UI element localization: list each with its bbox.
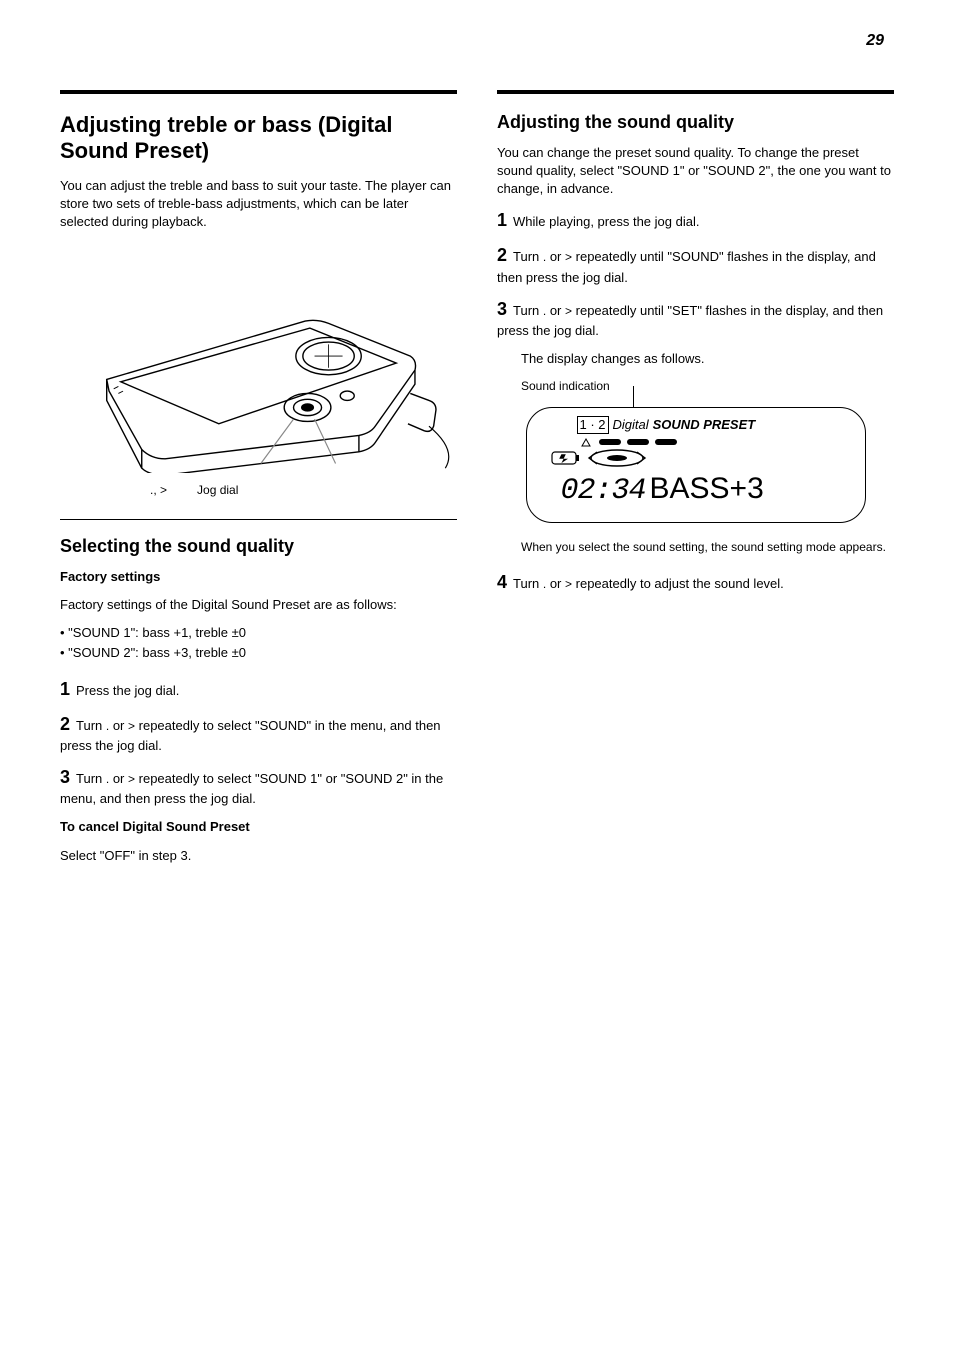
intro-paragraph: You can adjust the treble and bass to su…	[60, 177, 457, 232]
right-column: Adjusting the sound quality You can chan…	[497, 90, 894, 875]
factory-title: Factory settings	[60, 569, 160, 584]
factory-item-2: • "SOUND 2": bass +3, treble ±0	[60, 644, 457, 662]
jog-dial-label: Jog dial	[197, 482, 238, 499]
t: While playing, press the jog dial.	[513, 214, 699, 229]
t: Turn	[76, 718, 106, 733]
page-number: 29	[866, 30, 884, 52]
up-arrow-icon	[581, 438, 591, 448]
t: or	[109, 718, 128, 733]
lcd-top-row: 1 · 2 Digital SOUND PRESET	[577, 416, 851, 434]
factory-text: Factory settings of the Digital Sound Pr…	[60, 596, 457, 614]
two-column-layout: Adjusting treble or bass (Digital Sound …	[60, 90, 894, 875]
main-heading: Adjusting treble or bass (Digital Sound …	[60, 112, 457, 165]
below-lcd-text: When you select the sound setting, the s…	[521, 539, 894, 556]
t: or	[546, 249, 565, 264]
cancel-title: To cancel Digital Sound Preset	[60, 819, 250, 834]
disc-icon	[587, 448, 647, 468]
left-step-1: 1Press the jog dial.	[60, 677, 457, 702]
t: Turn	[76, 771, 106, 786]
ff-icon: >	[128, 772, 135, 786]
right-step-3: 3Turn . or > repeatedly until "SET" flas…	[497, 297, 894, 340]
adjust-heading: Adjusting the sound quality	[497, 112, 894, 134]
t: Turn	[513, 303, 543, 318]
t: Turn	[513, 249, 543, 264]
right-step-2: 2Turn . or > repeatedly until "SOUND" fl…	[497, 243, 894, 286]
ff-icon: >	[565, 304, 572, 318]
lcd-diagram: 1 · 2 Digital SOUND PRESET	[497, 407, 894, 523]
lcd-level-bars	[599, 439, 677, 445]
device-illustration	[60, 251, 457, 473]
device-caption-row: ., > Jog dial	[60, 482, 457, 499]
lcd-main-row: 02:34 BASS+3	[561, 468, 851, 512]
battery-icon	[551, 451, 581, 465]
section-rule	[497, 90, 894, 94]
lcd-sound-preset-label: SOUND PRESET	[653, 416, 756, 434]
left-step-3: 3Turn . or > repeatedly to select "SOUND…	[60, 765, 457, 808]
select-heading: Selecting the sound quality	[60, 536, 457, 558]
left-column: Adjusting treble or bass (Digital Sound …	[60, 90, 457, 875]
ff-icon: >	[565, 577, 572, 591]
t: or	[546, 576, 565, 591]
left-step-2: 2Turn . or > repeatedly to select "SOUND…	[60, 712, 457, 755]
pointer-line	[633, 386, 634, 408]
left-step-1-text: Press the jog dial.	[76, 683, 179, 698]
lcd-digital-label: Digital	[613, 416, 649, 434]
section-rule	[60, 90, 457, 94]
lcd-screen: 1 · 2 Digital SOUND PRESET	[526, 407, 866, 523]
t: repeatedly to adjust the sound level.	[572, 576, 784, 591]
t: or	[546, 303, 565, 318]
right-step-1: 1While playing, press the jog dial.	[497, 208, 894, 233]
t: Turn	[513, 576, 543, 591]
ff-icon: >	[565, 250, 572, 264]
lcd-time: 02:34	[561, 470, 646, 512]
right-step-4: 4Turn . or > repeatedly to adjust the so…	[497, 570, 894, 595]
cancel-text: Select "OFF" in step 3.	[60, 847, 457, 865]
lcd-mid-row	[551, 448, 851, 468]
ff-icon: >	[128, 719, 135, 733]
t: or	[109, 771, 128, 786]
factory-item-1: • "SOUND 1": bass +1, treble ±0	[60, 624, 457, 642]
lcd-lead: The display changes as follows.	[521, 350, 894, 368]
lcd-12-box: 1 · 2	[577, 416, 609, 434]
lcd-bass-value: BASS+3	[650, 468, 764, 510]
adjust-intro: You can change the preset sound quality.…	[497, 144, 894, 199]
lcd-pointer-label: Sound indication	[521, 378, 894, 395]
subsection-rule	[60, 519, 457, 520]
